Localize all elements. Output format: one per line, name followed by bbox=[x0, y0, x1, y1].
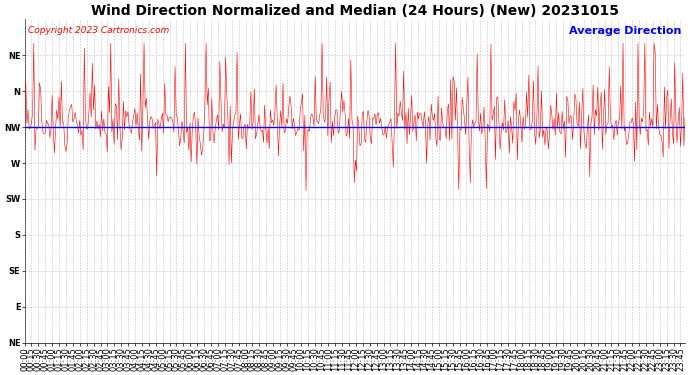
Text: Copyright 2023 Cartronics.com: Copyright 2023 Cartronics.com bbox=[28, 26, 169, 35]
Title: Wind Direction Normalized and Median (24 Hours) (New) 20231015: Wind Direction Normalized and Median (24… bbox=[91, 4, 619, 18]
Text: Average Direction: Average Direction bbox=[569, 26, 682, 36]
